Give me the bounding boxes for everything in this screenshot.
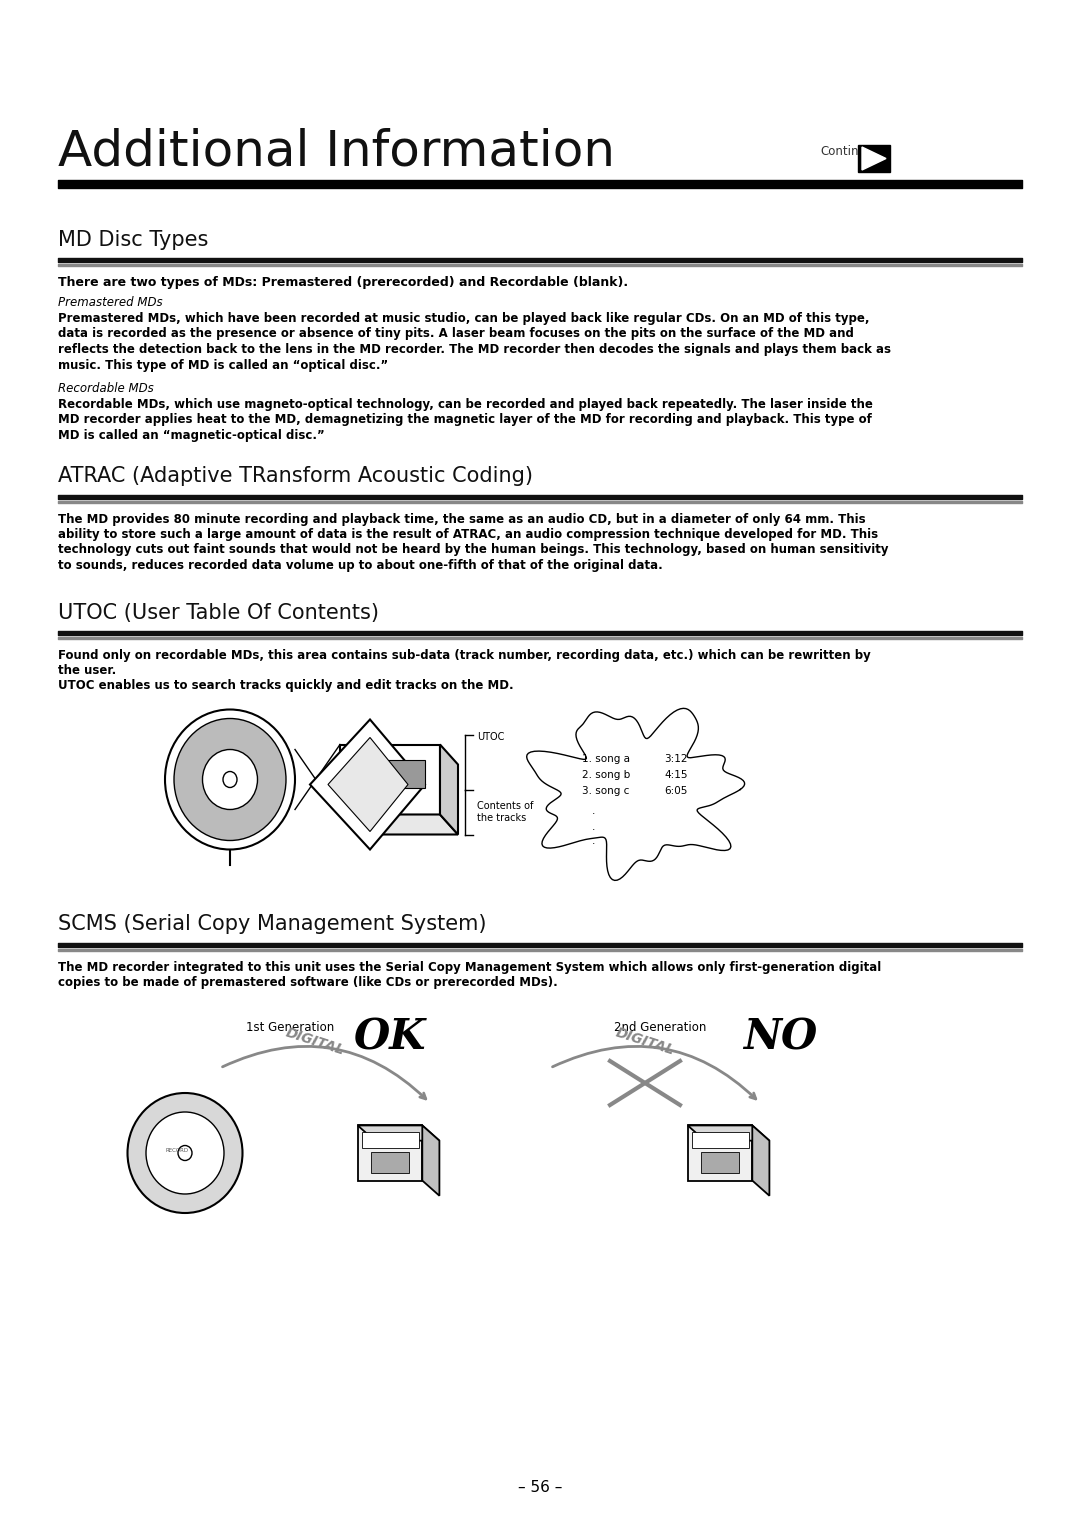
Text: MD is called an “magnetic-optical disc.”: MD is called an “magnetic-optical disc.” <box>58 429 325 442</box>
Polygon shape <box>362 1132 419 1148</box>
Text: DIGITAL: DIGITAL <box>613 1025 676 1057</box>
Text: .: . <box>592 807 595 816</box>
Polygon shape <box>688 1126 769 1140</box>
Text: Contents of
the tracks: Contents of the tracks <box>477 801 534 822</box>
Text: SCMS (Serial Copy Management System): SCMS (Serial Copy Management System) <box>58 914 486 935</box>
Text: The MD recorder integrated to this unit uses the Serial Copy Management System w: The MD recorder integrated to this unit … <box>58 961 881 973</box>
Polygon shape <box>357 1126 440 1140</box>
Ellipse shape <box>222 772 237 787</box>
Text: UTOC: UTOC <box>477 732 504 743</box>
Text: copies to be made of premastered software (like CDs or prerecorded MDs).: copies to be made of premastered softwar… <box>58 976 557 989</box>
Text: to sounds, reduces recorded data volume up to about one-fifth of that of the ori: to sounds, reduces recorded data volume … <box>58 559 663 571</box>
Polygon shape <box>328 738 408 831</box>
Text: RECORD: RECORD <box>165 1149 188 1154</box>
Text: ATRAC (Adaptive TRansform Acoustic Coding): ATRAC (Adaptive TRansform Acoustic Codin… <box>58 466 534 486</box>
Polygon shape <box>527 709 744 880</box>
Text: Additional Information: Additional Information <box>58 127 615 176</box>
Text: UTOC (User Table Of Contents): UTOC (User Table Of Contents) <box>58 602 379 622</box>
Text: OK: OK <box>354 1016 427 1057</box>
Polygon shape <box>310 720 426 850</box>
Text: music. This type of MD is called an “optical disc.”: music. This type of MD is called an “opt… <box>58 359 388 371</box>
Polygon shape <box>340 744 440 814</box>
Text: UTOC enables us to search tracks quickly and edit tracks on the MD.: UTOC enables us to search tracks quickly… <box>58 680 514 692</box>
Text: .: . <box>592 822 595 831</box>
Text: MD recorder applies heat to the MD, demagnetizing the magnetic layer of the MD f: MD recorder applies heat to the MD, dema… <box>58 414 872 426</box>
Polygon shape <box>701 1152 739 1174</box>
Polygon shape <box>422 1126 440 1196</box>
Text: .: . <box>592 836 595 847</box>
Text: 2. song b: 2. song b <box>582 770 631 781</box>
Text: 6:05: 6:05 <box>664 787 687 796</box>
Ellipse shape <box>174 718 286 840</box>
Text: DIGITAL: DIGITAL <box>284 1025 347 1057</box>
Ellipse shape <box>146 1112 224 1193</box>
Ellipse shape <box>203 750 257 810</box>
Text: ability to store such a large amount of data is the result of ATRAC, an audio co: ability to store such a large amount of … <box>58 529 878 541</box>
Polygon shape <box>355 759 426 787</box>
Text: Premastered MDs, which have been recorded at music studio, can be played back li: Premastered MDs, which have been recorde… <box>58 312 869 325</box>
Polygon shape <box>862 147 886 170</box>
Text: NO: NO <box>743 1016 818 1057</box>
Text: the user.: the user. <box>58 665 117 677</box>
Ellipse shape <box>127 1093 243 1213</box>
Polygon shape <box>691 1132 748 1148</box>
Text: 2nd Generation: 2nd Generation <box>613 1021 706 1034</box>
Polygon shape <box>340 814 458 834</box>
Text: Recordable MDs: Recordable MDs <box>58 382 153 396</box>
Text: data is recorded as the presence or absence of tiny pits. A laser beam focuses o: data is recorded as the presence or abse… <box>58 327 854 341</box>
Text: 1st Generation: 1st Generation <box>246 1021 334 1034</box>
Text: 1. song a: 1. song a <box>582 755 630 764</box>
Text: – 56 –: – 56 – <box>517 1481 563 1494</box>
Text: The MD provides 80 minute recording and playback time, the same as an audio CD, : The MD provides 80 minute recording and … <box>58 512 866 526</box>
Text: 3:12: 3:12 <box>664 755 688 764</box>
Polygon shape <box>440 744 458 834</box>
Text: MD Disc Types: MD Disc Types <box>58 231 208 251</box>
Text: Recordable MDs, which use magneto-optical technology, can be recorded and played: Recordable MDs, which use magneto-optica… <box>58 397 873 411</box>
Text: Found only on recordable MDs, this area contains sub-data (track number, recordi: Found only on recordable MDs, this area … <box>58 648 870 662</box>
Text: reflects the detection back to the lens in the MD recorder. The MD recorder then: reflects the detection back to the lens … <box>58 342 891 356</box>
Polygon shape <box>372 1152 409 1174</box>
Polygon shape <box>753 1126 769 1196</box>
Text: Continued: Continued <box>820 145 881 157</box>
Polygon shape <box>688 1126 753 1181</box>
Text: technology cuts out faint sounds that would not be heard by the human beings. Th: technology cuts out faint sounds that wo… <box>58 544 889 556</box>
Text: Premastered MDs: Premastered MDs <box>58 296 163 309</box>
Text: There are two types of MDs: Premastered (prerecorded) and Recordable (blank).: There are two types of MDs: Premastered … <box>58 277 629 289</box>
Ellipse shape <box>178 1146 192 1160</box>
Polygon shape <box>357 1126 422 1181</box>
Polygon shape <box>858 145 890 173</box>
Text: 3. song c: 3. song c <box>582 787 630 796</box>
Text: 4:15: 4:15 <box>664 770 688 781</box>
